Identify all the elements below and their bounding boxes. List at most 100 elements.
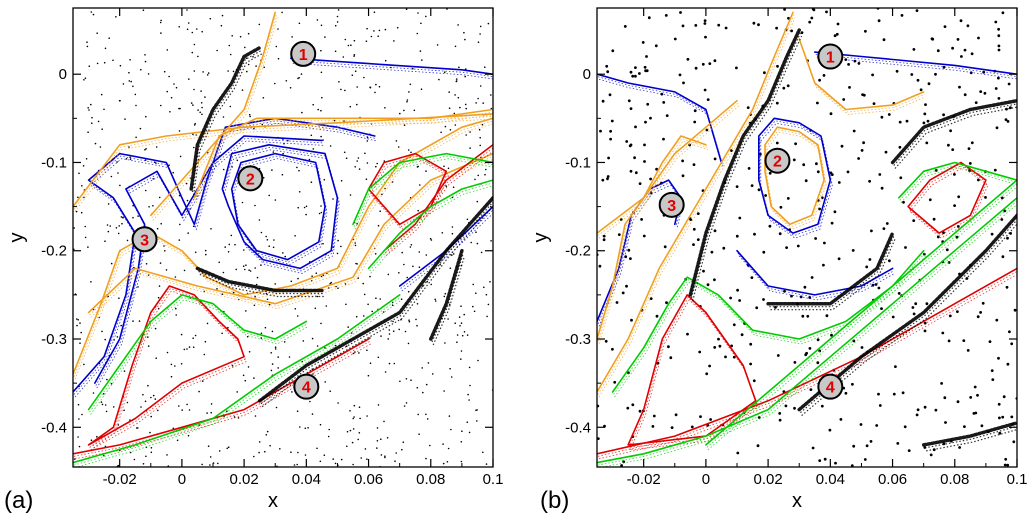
series-curve-strand [193, 53, 263, 196]
background-point [109, 225, 111, 227]
background-point [601, 178, 605, 182]
background-point [483, 286, 485, 289]
background-point [1005, 285, 1009, 289]
background-point [426, 280, 429, 283]
background-point [239, 35, 242, 38]
background-point [258, 23, 261, 26]
series-curve-strand [597, 138, 708, 342]
background-point [298, 169, 300, 172]
background-point [405, 378, 408, 380]
background-point [345, 303, 347, 306]
background-point [688, 143, 691, 147]
background-point [404, 330, 407, 333]
background-point [446, 461, 449, 463]
background-point [181, 409, 183, 411]
background-point [144, 60, 147, 63]
region-marker-circle [293, 373, 320, 400]
background-point [227, 251, 230, 253]
background-point [353, 55, 355, 57]
background-point [995, 126, 999, 130]
background-point [255, 65, 257, 67]
series-curve-strand [152, 17, 278, 221]
background-point [79, 322, 81, 324]
background-point [898, 120, 902, 124]
background-point [379, 210, 382, 212]
background-point [749, 342, 753, 346]
background-point [484, 173, 486, 176]
background-point [410, 244, 413, 246]
series-curve-strand [232, 155, 327, 263]
background-point [376, 162, 379, 165]
background-point [649, 177, 652, 181]
background-point [793, 361, 797, 364]
background-point [430, 239, 433, 241]
background-point [144, 400, 147, 403]
background-point [155, 357, 157, 360]
background-point [699, 415, 702, 418]
background-point [207, 72, 210, 74]
background-point [84, 236, 87, 239]
background-point [794, 142, 797, 146]
series-curve [195, 266, 324, 293]
background-point [186, 28, 189, 31]
background-point [364, 152, 366, 155]
background-point [601, 99, 605, 103]
background-point [290, 280, 293, 283]
background-point [168, 164, 170, 166]
background-point [158, 285, 161, 287]
background-point [194, 334, 197, 337]
series-curve-strand [801, 223, 1017, 417]
background-point [953, 173, 956, 176]
y-axis-label: y [530, 233, 552, 243]
background-point [692, 163, 696, 167]
background-point [353, 39, 356, 42]
background-point [607, 156, 610, 160]
background-point [353, 404, 356, 407]
background-point [416, 303, 419, 305]
background-point [863, 458, 867, 461]
background-point [818, 78, 821, 82]
background-point [237, 417, 240, 419]
background-point [962, 339, 966, 342]
background-point [104, 338, 106, 341]
background-point [704, 35, 707, 39]
background-point [142, 463, 145, 465]
background-point [260, 231, 263, 234]
background-point [452, 253, 455, 255]
background-point [490, 205, 492, 208]
background-point [839, 418, 843, 421]
background-point [448, 91, 451, 93]
region-marker: 1 [290, 40, 317, 67]
background-point [380, 454, 383, 456]
background-point [729, 296, 732, 300]
background-point [91, 122, 93, 124]
background-point [186, 199, 189, 202]
background-point [163, 70, 166, 73]
series-curve [73, 294, 401, 464]
background-point [77, 403, 80, 406]
background-point [135, 104, 137, 107]
x-axis-label: x [792, 490, 802, 512]
background-point [377, 35, 380, 37]
background-point [201, 113, 203, 116]
background-point [877, 392, 880, 396]
background-point [194, 122, 196, 125]
background-point [277, 356, 280, 358]
series-curve-strand [74, 343, 371, 460]
y-tick-label: -0.4 [565, 419, 591, 436]
background-point [316, 345, 319, 347]
background-point [473, 310, 476, 313]
background-point [366, 136, 369, 139]
background-point [90, 11, 93, 13]
background-point [243, 249, 245, 251]
background-point [901, 391, 905, 395]
background-point [140, 406, 142, 408]
background-point [803, 285, 807, 289]
background-point [598, 264, 602, 268]
background-point [997, 356, 1000, 360]
background-point [429, 237, 432, 240]
background-point [317, 108, 320, 111]
background-point [740, 333, 744, 337]
background-point [319, 460, 322, 463]
background-point [852, 444, 856, 448]
